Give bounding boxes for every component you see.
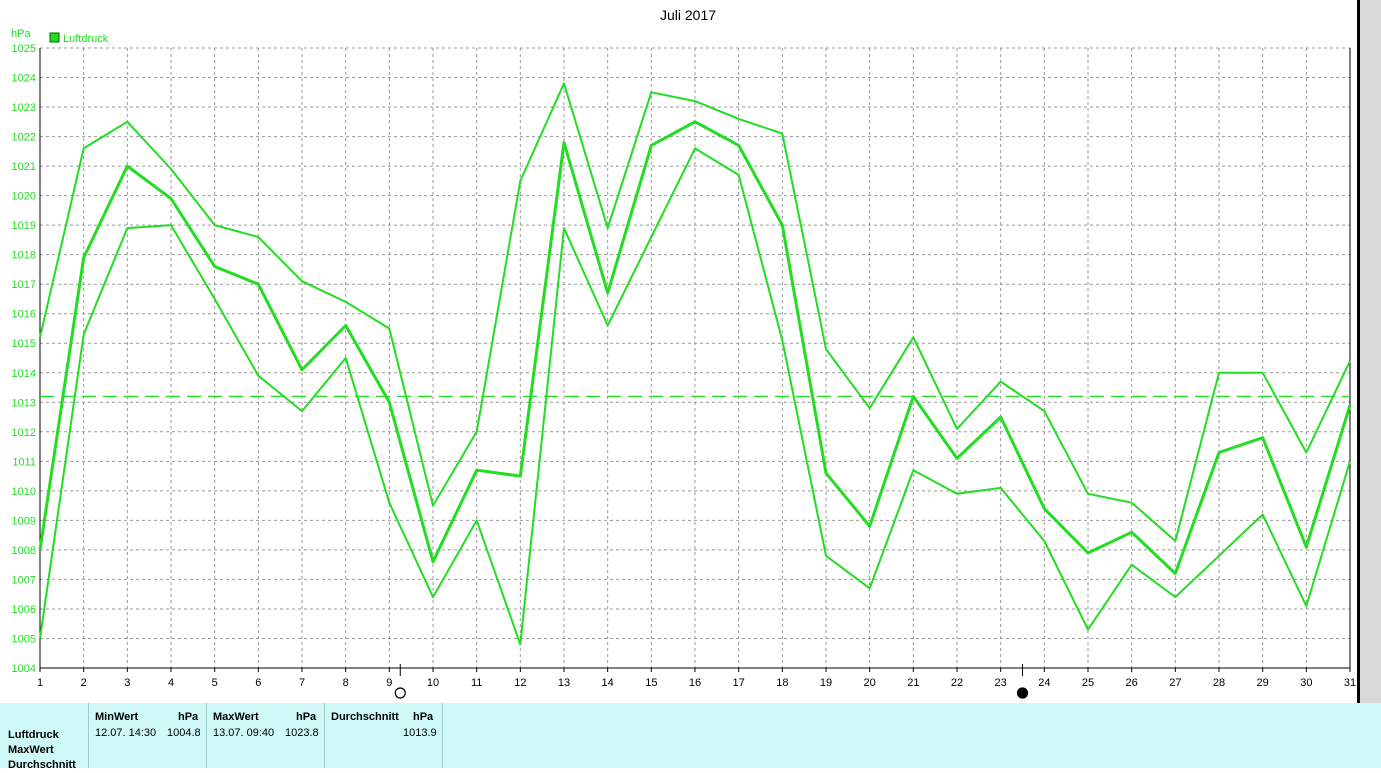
row-label-durchschnitt: Durchschnitt xyxy=(8,759,76,771)
row-label-maxwert: MaxWert xyxy=(8,744,54,756)
series-mean-line xyxy=(38,120,1352,575)
y-axis-unit: hPa xyxy=(11,28,31,40)
x-tick-label: 19 xyxy=(820,677,832,689)
x-tick-label: 31 xyxy=(1344,677,1356,689)
series-lines xyxy=(38,82,1352,646)
axes xyxy=(39,48,1351,672)
new-moon-icon xyxy=(1016,687,1029,699)
minwert-header: MinWert xyxy=(95,711,139,723)
minwert-value: 1004.8 xyxy=(167,727,201,739)
y-tick-label: 1022 xyxy=(12,132,36,144)
x-tick-label: 29 xyxy=(1257,677,1269,689)
durchschnitt-header: Durchschnitt xyxy=(331,711,399,723)
y-tick-label: 1016 xyxy=(12,309,36,321)
y-tick-label: 1009 xyxy=(12,515,36,527)
x-tick-label: 25 xyxy=(1082,677,1094,689)
x-tick-label: 1 xyxy=(37,677,43,689)
full-moon-icon xyxy=(394,687,406,699)
x-tick-label: 26 xyxy=(1126,677,1138,689)
y-tick-label: 1008 xyxy=(12,545,36,557)
y-tick-label: 1004 xyxy=(12,663,36,675)
stats-row-labels: Luftdruck MaxWert Durchschnitt xyxy=(8,728,76,773)
x-tick-label: 9 xyxy=(386,677,392,689)
minwert-datetime: 12.07. 14:30 xyxy=(95,727,157,739)
x-tick-label: 6 xyxy=(255,677,261,689)
x-tick-label: 28 xyxy=(1213,677,1225,689)
y-tick-label: 1023 xyxy=(12,102,36,114)
y-tick-label: 1011 xyxy=(12,456,36,468)
x-tick-label: 16 xyxy=(689,677,701,689)
x-tick-label: 8 xyxy=(343,677,349,689)
y-tick-label: 1025 xyxy=(12,43,36,55)
maxwert-value: 1023.8 xyxy=(285,727,319,739)
y-tick-label: 1014 xyxy=(12,368,36,380)
x-tick-label: 4 xyxy=(168,677,174,689)
chart-title: Juli 2017 xyxy=(660,7,716,23)
legend-swatch xyxy=(49,32,60,43)
x-tick-label: 3 xyxy=(124,677,130,689)
x-tick-label: 23 xyxy=(995,677,1007,689)
x-tick-label: 11 xyxy=(471,677,482,689)
y-tick-label: 1007 xyxy=(12,574,36,586)
durchschnitt-column: Durchschnitt hPa 1013.9 xyxy=(324,703,443,768)
y-tick-label: 1017 xyxy=(12,279,36,291)
x-tick-label: 21 xyxy=(907,677,919,689)
x-tick-label: 5 xyxy=(212,677,218,689)
series-min-line xyxy=(39,147,1351,646)
stats-panel: Luftdruck MaxWert Durchschnitt MinWert h… xyxy=(0,703,1381,771)
x-tick-label: 10 xyxy=(427,677,439,689)
x-tick-label: 22 xyxy=(951,677,963,689)
y-tick-label: 1010 xyxy=(12,486,36,498)
minwert-unit: hPa xyxy=(178,711,199,723)
moon-markers xyxy=(394,664,1029,699)
y-tick-label: 1012 xyxy=(12,427,36,439)
y-tick-label: 1005 xyxy=(12,633,36,645)
y-tick-label: 1024 xyxy=(12,73,36,85)
maxwert-datetime: 13.07. 09:40 xyxy=(213,727,275,739)
maxwert-header: MaxWert xyxy=(213,711,259,723)
x-tick-label: 27 xyxy=(1169,677,1181,689)
tick-labels: 1004100510061007100810091010101110121013… xyxy=(12,43,1357,689)
grid xyxy=(40,47,1350,668)
legend-label: Luftdruck xyxy=(63,33,109,45)
x-tick-label: 30 xyxy=(1300,677,1312,689)
x-tick-label: 17 xyxy=(733,677,745,689)
x-tick-label: 14 xyxy=(602,677,614,689)
y-tick-label: 1015 xyxy=(12,338,36,350)
window-edge xyxy=(1357,0,1381,703)
x-tick-label: 20 xyxy=(864,677,876,689)
maxwert-unit: hPa xyxy=(296,711,317,723)
x-tick-label: 24 xyxy=(1038,677,1050,689)
y-tick-label: 1021 xyxy=(12,161,36,173)
x-tick-label: 7 xyxy=(299,677,305,689)
y-tick-label: 1018 xyxy=(12,250,36,262)
pressure-chart: Juli 2017 hPa Luftdruck 1004 1005 1006 1007… xyxy=(11,7,1357,699)
x-tick-label: 12 xyxy=(514,677,526,689)
minwert-column: MinWert hPa 12.07. 14:30 1004.8 xyxy=(88,703,206,768)
series-max-line xyxy=(39,82,1351,542)
maxwert-column: MaxWert hPa 13.07. 09:40 1023.8 xyxy=(206,703,324,768)
durchschnitt-unit: hPa xyxy=(413,711,434,723)
x-tick-label: 13 xyxy=(558,677,570,689)
y-tick-label: 1020 xyxy=(12,191,36,203)
durchschnitt-value: 1013.9 xyxy=(403,727,437,739)
y-tick-label: 1013 xyxy=(12,397,36,409)
x-tick-label: 15 xyxy=(645,677,657,689)
y-tick-label: 1019 xyxy=(12,220,36,232)
y-tick-label: 1006 xyxy=(12,604,36,616)
row-label-luftdruck: Luftdruck xyxy=(8,729,59,741)
x-tick-label: 2 xyxy=(81,677,87,689)
x-tick-label: 18 xyxy=(776,677,788,689)
